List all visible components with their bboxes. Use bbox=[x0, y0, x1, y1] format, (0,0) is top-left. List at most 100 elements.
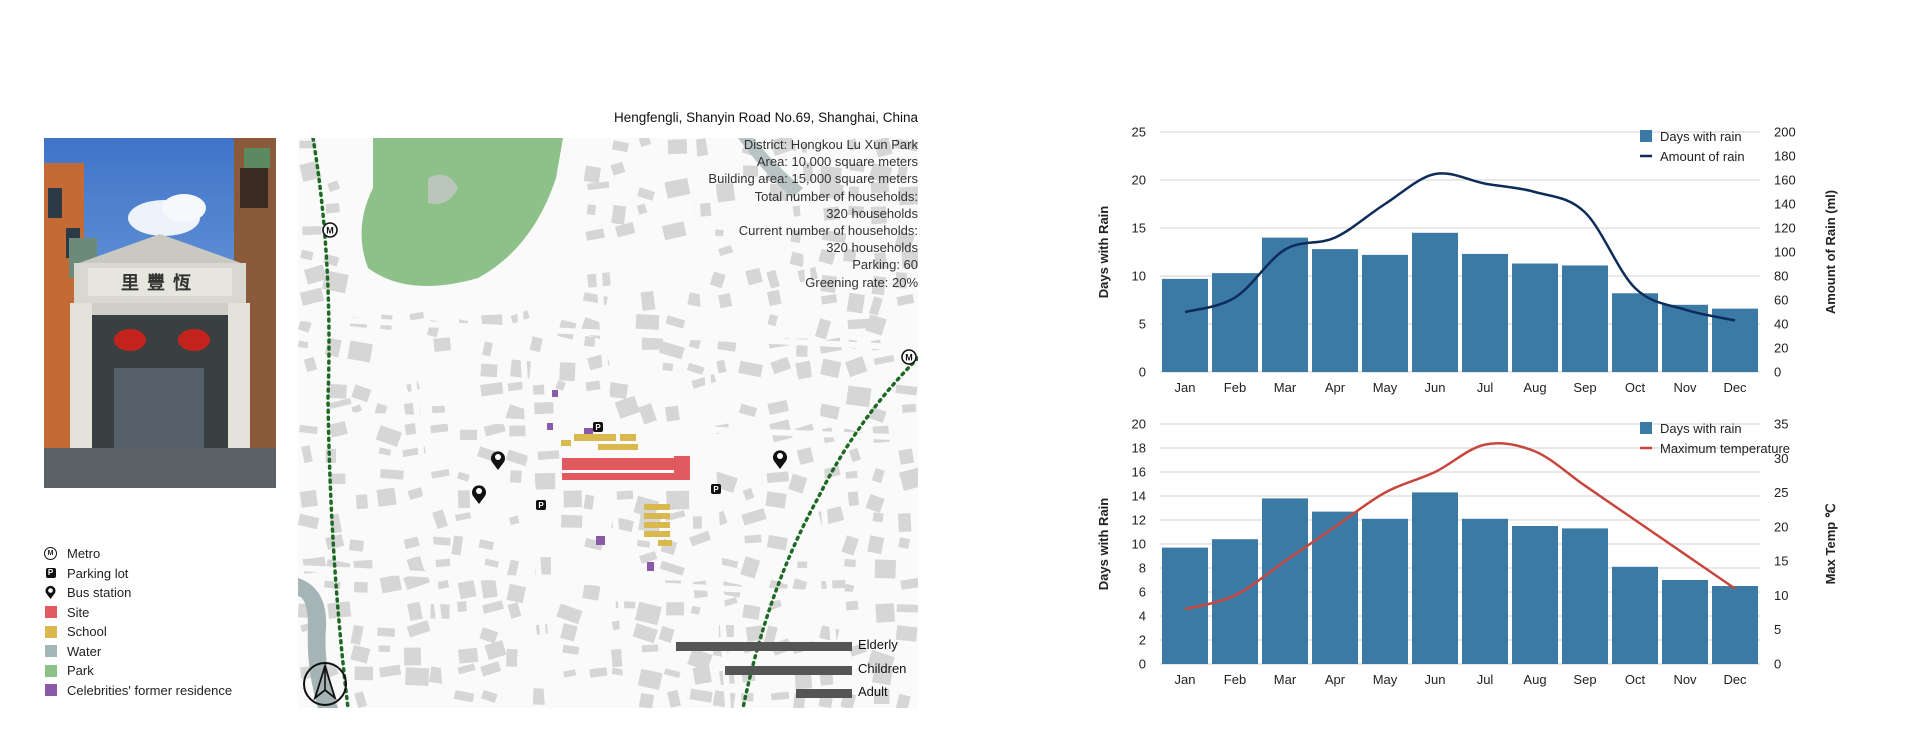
y-axis-title: Days with Rain bbox=[1096, 206, 1111, 299]
legend-swatch bbox=[1640, 130, 1652, 142]
bar bbox=[1362, 518, 1408, 664]
age-label: Elderly bbox=[858, 637, 898, 652]
y-tick-label: 16 bbox=[1132, 465, 1146, 480]
y2-tick-label: 200 bbox=[1774, 125, 1796, 140]
north-arrow-icon bbox=[303, 662, 347, 706]
age-bar-elderly bbox=[676, 642, 852, 651]
y-tick-label: 15 bbox=[1132, 221, 1146, 236]
y2-tick-label: 5 bbox=[1774, 622, 1781, 637]
y2-tick-label: 15 bbox=[1774, 554, 1788, 569]
legend-swatch bbox=[1640, 422, 1652, 434]
metro-icon: M bbox=[322, 222, 338, 238]
y-tick-label: 10 bbox=[1132, 537, 1146, 552]
y2-tick-label: 60 bbox=[1774, 293, 1788, 308]
railway-line bbox=[741, 356, 918, 708]
x-tick-label: Aug bbox=[1523, 672, 1546, 687]
metro-icon: M bbox=[901, 349, 917, 365]
x-tick-label: Jun bbox=[1425, 672, 1446, 687]
bar bbox=[1312, 249, 1358, 372]
age-bar-adult bbox=[795, 689, 852, 698]
site-info-line: District: Hongkou Lu Xun Park bbox=[743, 137, 918, 152]
age-bar-children bbox=[725, 666, 852, 675]
parking-icon: P bbox=[711, 484, 721, 494]
x-tick-label: Mar bbox=[1274, 380, 1297, 395]
svg-text:M: M bbox=[326, 226, 334, 236]
x-tick-label: Jul bbox=[1477, 672, 1494, 687]
y-tick-label: 0 bbox=[1139, 657, 1146, 672]
residence-swatch bbox=[44, 684, 57, 697]
legend-label: Metro bbox=[67, 546, 101, 562]
y-tick-label: 14 bbox=[1132, 489, 1146, 504]
y2-tick-label: 0 bbox=[1774, 365, 1781, 380]
legend-item-residence: Celebrities' former residence bbox=[44, 681, 294, 701]
site-info-line: Current number of households: bbox=[738, 223, 918, 239]
y-tick-label: 5 bbox=[1139, 317, 1146, 332]
svg-text:M: M bbox=[905, 353, 913, 363]
y2-tick-label: 35 bbox=[1774, 417, 1788, 432]
bar bbox=[1512, 526, 1558, 664]
legend-label: Water bbox=[67, 643, 102, 659]
legend-item-site: Site bbox=[44, 603, 294, 623]
bar bbox=[1712, 586, 1758, 664]
y2-tick-label: 40 bbox=[1774, 317, 1788, 332]
legend-item-metro: M Metro bbox=[44, 544, 294, 564]
temperature-chart: 0 2 4 6 8 10 12 14 16 18 20 0 5 10 15 20 25 30 35 Jan Feb Mar… bbox=[1090, 410, 1850, 700]
y-tick-label: 0 bbox=[1139, 365, 1146, 380]
site-info-line: Area: 10,000 square meters bbox=[756, 154, 918, 170]
x-tick-label: Sep bbox=[1573, 672, 1596, 687]
bus-station-icon bbox=[472, 485, 486, 504]
x-tick-label: Nov bbox=[1673, 672, 1697, 687]
legend-label: Days with rain bbox=[1660, 421, 1742, 436]
bar bbox=[1312, 511, 1358, 664]
gate-sign-text: 里豐恆 bbox=[121, 272, 199, 294]
y2-tick-label: 80 bbox=[1774, 269, 1788, 284]
series-line bbox=[1184, 441, 1736, 611]
legend-label: Park bbox=[67, 663, 94, 679]
y2-tick-label: 20 bbox=[1774, 519, 1788, 534]
y2-tick-label: 20 bbox=[1774, 341, 1788, 356]
rain-chart-svg: 0 5 10 15 20 25 0 20 40 60 80 100 120 140 160 180 200 Jan… bbox=[1096, 125, 1838, 396]
bar bbox=[1362, 254, 1408, 372]
legend-item-parking: P Parking lot bbox=[44, 564, 294, 584]
y-tick-label: 8 bbox=[1139, 561, 1146, 576]
y2-tick-label: 25 bbox=[1774, 485, 1788, 500]
y2-tick-label: 10 bbox=[1774, 588, 1788, 603]
x-tick-label: May bbox=[1373, 672, 1398, 687]
legend-label: Bus station bbox=[67, 585, 132, 601]
legend-item-bus-station: Bus station bbox=[44, 583, 294, 603]
bar bbox=[1262, 237, 1308, 372]
metro-icon: M bbox=[44, 547, 57, 561]
svg-text:P: P bbox=[538, 501, 544, 510]
age-label: Children bbox=[858, 661, 907, 676]
y2-tick-label: 160 bbox=[1774, 173, 1796, 188]
series-line bbox=[1184, 172, 1736, 322]
svg-text:P: P bbox=[713, 485, 719, 494]
x-tick-label: Jan bbox=[1175, 380, 1196, 395]
x-tick-label: Jul bbox=[1477, 380, 1494, 395]
building-blocks bbox=[298, 138, 918, 708]
age-label: Adult bbox=[858, 684, 888, 699]
school-swatch bbox=[44, 625, 57, 638]
legend-label: Days with rain bbox=[1660, 129, 1742, 144]
bar bbox=[1262, 498, 1308, 664]
map-title: Hengfengli, Shanyin Road No.69, Shanghai… bbox=[614, 110, 918, 125]
x-tick-label: Feb bbox=[1224, 380, 1246, 395]
x-tick-label: Dec bbox=[1723, 672, 1747, 687]
y-tick-label: 2 bbox=[1139, 633, 1146, 648]
x-tick-label: Mar bbox=[1274, 672, 1297, 687]
bar bbox=[1412, 232, 1458, 372]
legend-label: School bbox=[67, 624, 107, 640]
y-tick-label: 25 bbox=[1132, 125, 1146, 140]
x-tick-label: Oct bbox=[1625, 380, 1646, 395]
bus-station-icon bbox=[44, 586, 57, 600]
y2-tick-label: 100 bbox=[1774, 245, 1796, 260]
gate-photo: 里豐恆 bbox=[44, 138, 276, 488]
bar bbox=[1562, 265, 1608, 372]
water-swatch bbox=[44, 645, 57, 658]
school-area bbox=[561, 434, 672, 546]
site-info-line: 320 households bbox=[826, 240, 918, 256]
bar bbox=[1612, 566, 1658, 664]
site-swatch bbox=[44, 606, 57, 619]
x-tick-label: Dec bbox=[1723, 380, 1747, 395]
parking-icon: P bbox=[593, 422, 603, 432]
